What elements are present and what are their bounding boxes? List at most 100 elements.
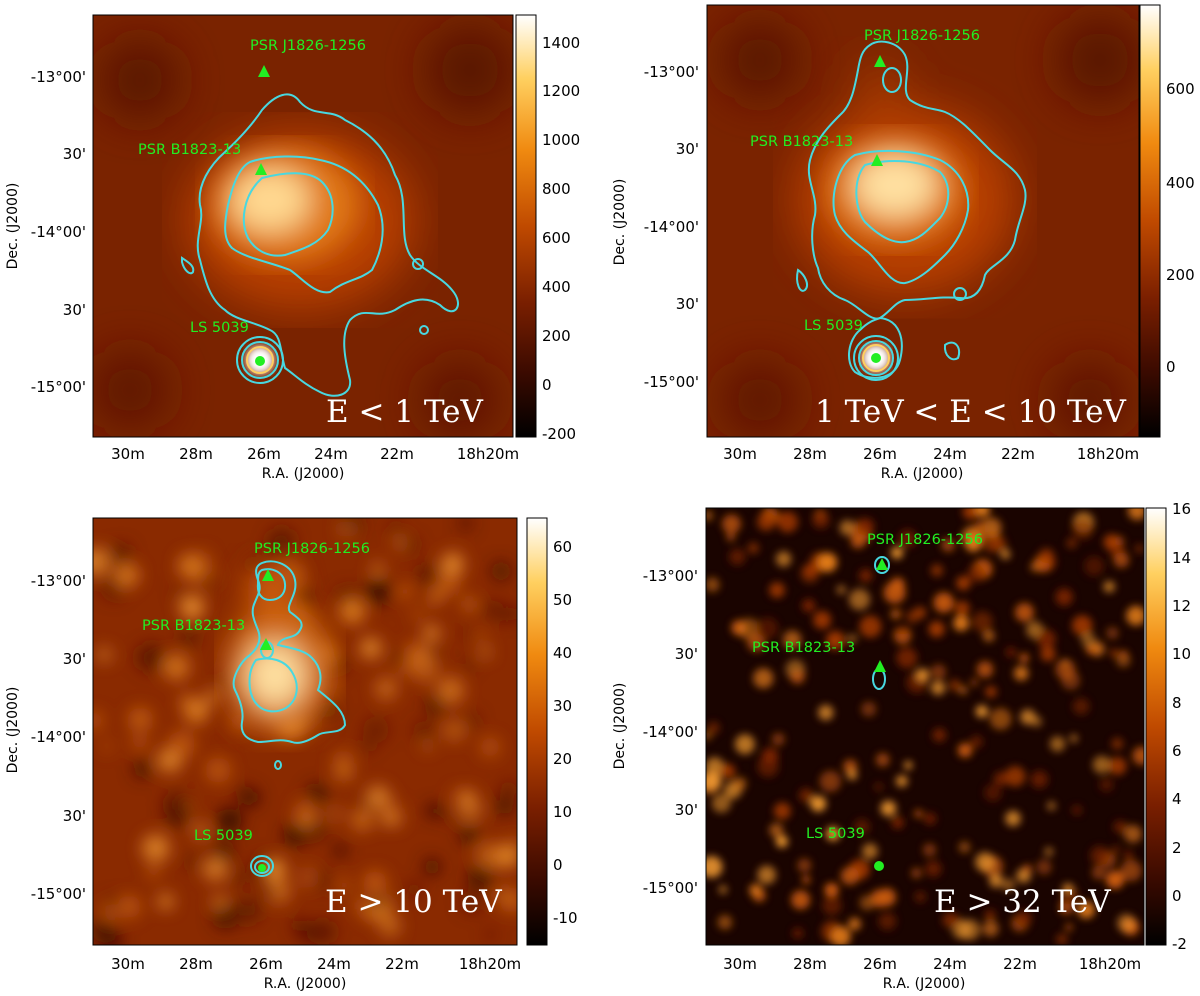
x-tick: 22m (1003, 955, 1037, 973)
ls-marker (874, 861, 884, 871)
colorbar-ticks: 60 50 40 30 20 10 0 -10 (553, 538, 578, 927)
cbar-tick: 6 (1172, 742, 1182, 760)
contour-ls (236, 336, 284, 384)
panel-2-frame (706, 4, 1140, 438)
contour-inner (224, 155, 384, 294)
cbar-tick: 20 (553, 750, 572, 768)
colorbar-2: 600 400 200 0 (1139, 4, 1195, 438)
x-axis: 30m 28m 26m 24m 22m 18h20m R.A. (J2000) (723, 445, 1139, 482)
psr-b-marker (871, 154, 883, 166)
cbar-tick: 600 (542, 229, 571, 247)
psr-b-label: PSR B1823-13 (750, 134, 853, 150)
y-axis-label: Dec. (J2000) (612, 179, 628, 266)
contour-core (242, 172, 334, 257)
colorbar-ticks: 1400 1200 1000 800 600 400 200 0 -200 (542, 34, 580, 443)
energy-label: E < 1 TeV (326, 394, 484, 430)
y-axis: -13°00' 30' -14°00' 30' -15°00' Dec. (J2… (5, 572, 86, 903)
contour-tail (848, 317, 903, 379)
ls-label: LS 5039 (190, 320, 249, 336)
energy-label: E > 10 TeV (325, 884, 502, 920)
colorbar-1: 1400 1200 1000 800 600 400 200 0 -200 (515, 14, 580, 443)
contour-ls (241, 341, 279, 379)
y-tick: 30' (63, 650, 86, 668)
cbar-tick: 1000 (542, 131, 580, 149)
y-tick: -13°00' (31, 68, 86, 86)
x-tick: 26m (863, 955, 897, 973)
cbar-tick: 4 (1172, 790, 1182, 808)
cbar-tick: 14 (1172, 549, 1191, 567)
panel-3: PSR J1826-1256 PSR B1823-13 LS 5039 E > … (5, 517, 578, 992)
y-tick: -14°00' (31, 223, 86, 241)
contour-blob (943, 341, 961, 361)
x-axis: 30m 28m 26m 24m 22m 18h20m R.A. (J2000) (111, 445, 519, 482)
cbar-tick: 12 (1172, 597, 1191, 615)
psr-j-marker (262, 569, 274, 581)
contour-ls (246, 346, 274, 374)
cbar-tick: 0 (1166, 358, 1176, 376)
cbar-tick: 200 (542, 327, 571, 345)
cbar-tick: 10 (553, 803, 572, 821)
x-tick: 30m (111, 955, 145, 973)
y-tick: 30' (63, 807, 86, 825)
ls-marker (871, 353, 881, 363)
cbar-tick: 16 (1172, 500, 1191, 518)
x-axis: 30m 28m 26m 24m 22m 18h20m R.A. (J2000) (723, 955, 1141, 992)
energy-label: E > 32 TeV (934, 884, 1111, 920)
psr-b-marker (255, 163, 267, 175)
y-tick: -15°00' (31, 378, 86, 396)
colorbar-ticks: 600 400 200 0 (1166, 80, 1195, 376)
cbar-tick: 0 (542, 376, 552, 394)
y-tick: -13°00' (31, 572, 86, 590)
x-tick: 26m (247, 445, 281, 463)
x-tick: 24m (933, 955, 967, 973)
contour-ls (250, 855, 274, 877)
contour-outer (807, 40, 1027, 320)
panel-1: PSR J1826-1256 PSR B1823-13 LS 5039 E < … (5, 14, 580, 482)
contour-blob (796, 268, 808, 292)
x-tick: 28m (793, 445, 827, 463)
colorbar-3: 60 50 40 30 20 10 0 -10 (526, 517, 578, 946)
cbar-tick: -200 (542, 425, 576, 443)
contour-inner (832, 149, 970, 285)
x-tick: 24m (317, 955, 351, 973)
y-tick: -14°00' (644, 218, 699, 236)
contour-small (412, 258, 424, 270)
y-tick: 30' (63, 301, 86, 319)
ls-label: LS 5039 (806, 826, 865, 842)
x-tick: 18h20m (1079, 955, 1141, 973)
panel-1-frame (92, 14, 514, 438)
cbar-tick: 2 (1172, 839, 1182, 857)
x-axis-label: R.A. (J2000) (883, 976, 966, 992)
panel-2-map: PSR J1826-1256 PSR B1823-13 LS 5039 1 Te… (707, 5, 1139, 437)
colorbar-4: 16 14 12 10 8 6 4 2 0 -2 (1145, 500, 1191, 953)
contour-ls (254, 860, 270, 874)
cbar-tick: 0 (553, 856, 563, 874)
ls-label: LS 5039 (194, 828, 253, 844)
panel-3-frame (92, 517, 518, 946)
y-tick: -14°00' (643, 723, 698, 741)
y-tick: 30' (63, 145, 86, 163)
x-tick: 22m (385, 955, 419, 973)
psr-j-label: PSR J1826-1256 (250, 38, 366, 54)
y-tick: -14°00' (31, 728, 86, 746)
x-tick: 24m (933, 445, 967, 463)
contour-core (855, 160, 950, 244)
cbar-tick: -2 (1172, 935, 1187, 953)
contour-core (248, 657, 298, 713)
panel-4-map: PSR J1826-1256 PSR B1823-13 LS 5039 E > … (706, 508, 1144, 945)
y-tick: 30' (676, 140, 699, 158)
cbar-tick: -10 (553, 909, 578, 927)
contour-small (274, 760, 282, 770)
cbar-tick: 10 (1172, 645, 1191, 663)
contour-ls (858, 340, 894, 376)
y-tick: -15°00' (643, 879, 698, 897)
y-axis: -13°00' 30' -14°00' 30' -15°00' Dec. (J2… (5, 68, 86, 396)
panel-1-map: PSR J1826-1256 PSR B1823-13 LS 5039 E < … (93, 15, 513, 437)
y-tick: -13°00' (644, 63, 699, 81)
y-tick: 30' (675, 801, 698, 819)
psr-j-label: PSR J1826-1256 (867, 532, 983, 548)
psr-b-label: PSR B1823-13 (752, 640, 855, 656)
cbar-tick: 600 (1166, 80, 1195, 98)
y-axis-label: Dec. (J2000) (612, 683, 628, 770)
